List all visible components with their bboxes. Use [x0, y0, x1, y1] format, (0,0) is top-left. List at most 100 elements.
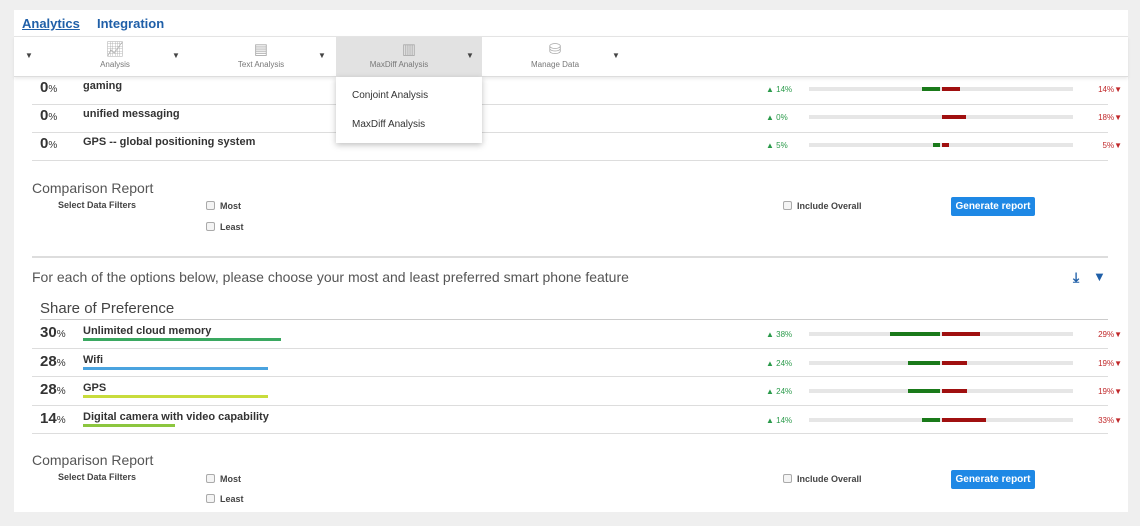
least-percent: 14%▼ [1098, 85, 1122, 94]
least-checkbox[interactable]: Least [206, 222, 244, 232]
share-percent: 0% [40, 79, 58, 96]
least-bar [942, 143, 949, 147]
toolbar-label: Manage Data [530, 60, 580, 69]
least-bar [942, 417, 986, 422]
maxdiff-dropdown-menu: Conjoint Analysis MaxDiff Analysis [336, 77, 482, 143]
download-icon[interactable]: ⤓ [1073, 269, 1080, 285]
list-item: 0% unified messaging ▲ 0% 18%▼ [32, 105, 1122, 133]
toolbar-manage-data[interactable]: ⛁ Manage Data [504, 37, 606, 77]
checkbox-label: Include Overall [797, 201, 862, 211]
list-item: 14% Digital camera with video capability ▲… [32, 406, 1122, 434]
option-label: Wifi [83, 353, 104, 366]
most-bar [921, 417, 940, 422]
most-percent: ▲ 14% [766, 85, 793, 94]
share-bar [83, 366, 268, 370]
option-label: GPS -- global positioning system [83, 136, 256, 148]
checkbox-label: Least [220, 494, 244, 504]
toolbar-analysis[interactable]: 📈︎ Analysis [64, 37, 166, 77]
generate-report-button[interactable]: Generate report [951, 470, 1035, 489]
most-least-track [809, 332, 1073, 336]
filter-icon[interactable]: ▼ [1093, 269, 1106, 284]
least-percent: 33%▼ [1098, 415, 1122, 425]
toolbar-text-analysis[interactable]: ▤ Text Analysis [210, 37, 312, 77]
share-bar [83, 423, 176, 427]
share-percent: 14% [40, 409, 66, 427]
list-item: 30% Unlimited cloud memory ▲ 38% 29%▼ [32, 320, 1122, 349]
least-checkbox[interactable]: Least [206, 494, 244, 504]
caret-down-icon[interactable]: ▼ [466, 51, 474, 60]
least-bar [942, 360, 968, 365]
share-percent: 0% [40, 107, 58, 124]
share-percent: 28% [40, 352, 66, 370]
most-bar [921, 87, 940, 91]
option-label: unified messaging [83, 108, 180, 120]
checkbox-label: Include Overall [797, 474, 862, 484]
most-least-track [809, 87, 1073, 91]
share-bar [83, 395, 268, 398]
divider [40, 319, 1108, 320]
most-bar [908, 389, 940, 393]
generate-report-button[interactable]: Generate report [951, 197, 1035, 216]
list-item: 28% Wifi ▲ 24% 19%▼ [32, 349, 1122, 377]
bar-chart-icon: ▥ [401, 41, 417, 58]
option-label: Unlimited cloud memory [83, 325, 212, 337]
least-bar [942, 87, 961, 91]
option-label: Digital camera with video capability [83, 410, 269, 423]
least-percent: 19%▼ [1098, 387, 1122, 396]
share-percent: 0% [40, 135, 58, 152]
chart-icon: 📈︎ [105, 41, 125, 58]
share-percent: 30% [40, 324, 66, 341]
toolbar-label: Analysis [100, 60, 130, 69]
most-bar [889, 332, 940, 336]
most-percent: ▲ 14% [766, 415, 793, 425]
most-bar [933, 143, 940, 147]
caret-down-icon[interactable]: ▼ [25, 51, 33, 60]
least-percent: 5%▼ [1102, 141, 1122, 150]
most-percent: ▲ 24% [766, 358, 793, 368]
list-item: 28% GPS ▲ 24% 19%▼ [32, 377, 1122, 406]
least-bar [942, 115, 966, 119]
tab-analytics[interactable]: Analytics [22, 16, 80, 31]
most-percent: ▲ 5% [766, 141, 788, 150]
share-percent: 28% [40, 381, 66, 398]
most-least-track [809, 360, 1073, 365]
comparison-report-title: Comparison Report [32, 180, 154, 196]
most-least-track [809, 115, 1073, 119]
share-bar [83, 338, 281, 341]
main-card: Analytics Integration ▼ 📈︎ Analysis ▼ ▤ Te… [14, 10, 1128, 512]
option-label: GPS [83, 382, 107, 394]
menu-item-maxdiff-analysis[interactable]: MaxDiff Analysis [352, 119, 426, 130]
least-percent: 18%▼ [1098, 113, 1122, 122]
select-data-filters-label: Select Data Filters [58, 472, 137, 482]
most-least-track [809, 389, 1073, 393]
least-percent: 19%▼ [1098, 358, 1122, 368]
caret-down-icon[interactable]: ▼ [172, 51, 180, 60]
caret-down-icon[interactable]: ▼ [612, 51, 620, 60]
list-item: 0% GPS -- global positioning system ▲ 5% 5%… [32, 133, 1122, 161]
menu-item-conjoint-analysis[interactable]: Conjoint Analysis [352, 90, 429, 101]
option-label: gaming [83, 80, 123, 92]
question-text: For each of the options below, please ch… [32, 269, 629, 285]
toolbar-maxdiff-analysis[interactable]: ▥ MaxDiff Analysis ▼ [336, 37, 482, 77]
tab-integration[interactable]: Integration [97, 16, 165, 31]
include-overall-checkbox[interactable]: Include Overall [783, 474, 862, 484]
checkbox-label: Most [220, 474, 241, 484]
list-item: 0% gaming ▲ 14% 14%▼ [32, 77, 1122, 105]
share-of-preference-title: Share of Preference [40, 300, 175, 317]
most-least-track [809, 143, 1073, 147]
toolbar-label: Text Analysis [237, 60, 285, 69]
include-overall-checkbox[interactable]: Include Overall [783, 201, 862, 211]
toolbar-label: MaxDiff Analysis [369, 60, 429, 69]
most-percent: ▲ 38% [766, 330, 793, 339]
most-checkbox[interactable]: Most [206, 474, 241, 484]
most-least-track [809, 417, 1073, 422]
most-percent: ▲ 24% [766, 387, 793, 396]
least-percent: 29%▼ [1098, 330, 1122, 339]
caret-down-icon[interactable]: ▼ [318, 51, 326, 60]
least-bar [942, 389, 968, 393]
section-divider [32, 256, 1108, 258]
checkbox-label: Least [220, 222, 244, 232]
most-percent: ▲ 0% [766, 113, 788, 122]
most-checkbox[interactable]: Most [206, 201, 241, 211]
most-bar [908, 360, 940, 365]
